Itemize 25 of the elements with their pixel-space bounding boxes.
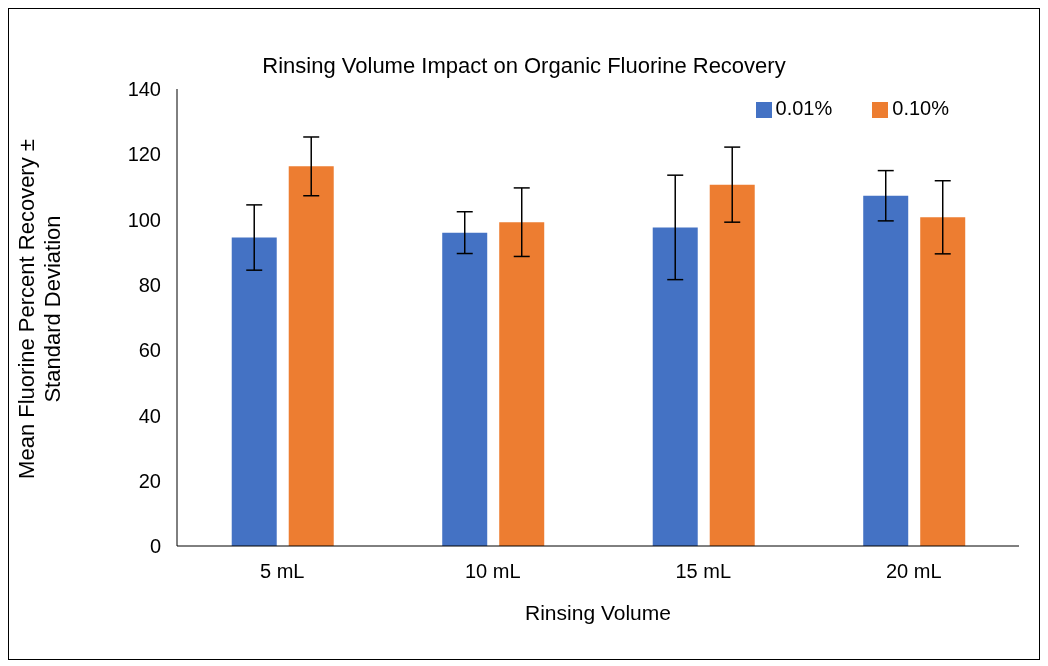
bar: [709, 184, 755, 546]
bar: [231, 237, 277, 546]
bar: [288, 166, 334, 546]
legend-label: 0.01%: [775, 97, 833, 119]
bar: [442, 232, 488, 546]
y-axis-title: Mean Fluorine Percent Recovery ± Standard Deviation: [14, 139, 65, 479]
y-tick-label: 80: [138, 273, 161, 296]
bar: [920, 217, 966, 546]
y-tick-label: 40: [138, 404, 161, 427]
bar: [652, 227, 698, 546]
bar: [863, 195, 909, 546]
y-tick-label: 120: [127, 143, 161, 166]
x-tick-label: 15 mL: [675, 560, 732, 583]
y-tick-label: 60: [138, 339, 161, 362]
chart-title: Rinsing Volume Impact on Organic Fluorine Recovery: [261, 53, 787, 79]
x-tick-label: 5 mL: [260, 560, 305, 583]
y-tick-label: 0: [149, 535, 161, 558]
y-tick-label: 100: [127, 208, 161, 231]
y-tick-label: 20: [138, 469, 161, 492]
bar: [499, 222, 545, 546]
x-axis-title: Rinsing Volume: [524, 601, 672, 625]
legend-label: 0.10%: [892, 97, 949, 119]
y-tick-label: 140: [127, 78, 161, 101]
x-tick-label: 20 mL: [885, 560, 942, 583]
x-tick-label: 10 mL: [464, 560, 521, 583]
